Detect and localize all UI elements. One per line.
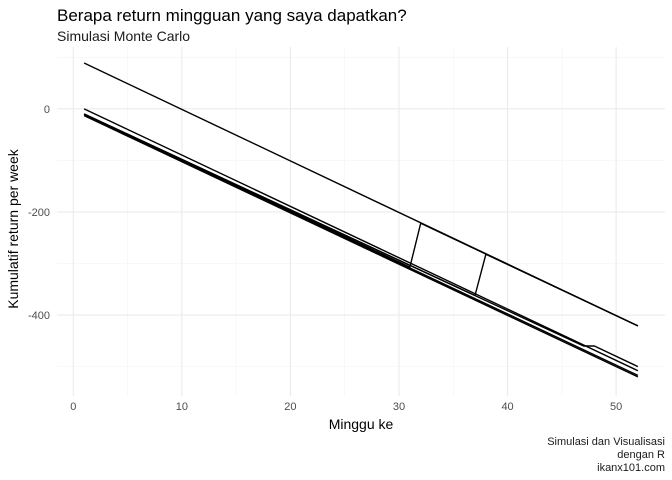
caption-line-2: dengan R [617, 449, 665, 461]
simulation-line-4 [83, 108, 639, 372]
caption-line-1: Simulasi dan Visualisasi [547, 436, 665, 448]
y-tick-label: 0 [44, 104, 50, 116]
simulation-line-5 [83, 113, 639, 368]
x-tick-label: 40 [501, 401, 513, 413]
simulation-line-6 [83, 113, 639, 377]
x-tick-label: 20 [284, 401, 296, 413]
simulation-line-2 [83, 113, 639, 327]
chart-title: Berapa return mingguan yang saya dapatka… [57, 6, 407, 25]
plot-area [83, 62, 639, 378]
x-axis-title: Minggu ke [329, 416, 394, 432]
x-tick-label: 30 [393, 401, 405, 413]
simulation-line-3 [83, 113, 639, 327]
simulation-line-7 [83, 114, 639, 378]
tick-labels: 0 10 20 30 40 50 0 -200 -400 [28, 104, 622, 413]
y-tick-label: -400 [28, 310, 50, 322]
y-axis-title: Kumulatif return per week [5, 148, 21, 309]
x-tick-label: 10 [176, 401, 188, 413]
caption-line-3: ikanx101.com [597, 462, 665, 474]
x-tick-label: 50 [610, 401, 622, 413]
y-tick-label: -200 [28, 207, 50, 219]
gridlines [57, 47, 665, 396]
x-tick-label: 0 [70, 401, 76, 413]
chart-subtitle: Simulasi Monte Carlo [57, 28, 190, 44]
